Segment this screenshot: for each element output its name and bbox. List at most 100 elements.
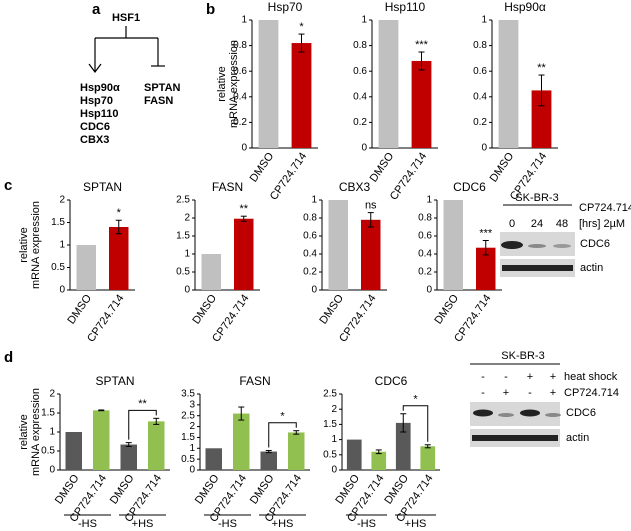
y-axis-label: relative bbox=[216, 66, 228, 101]
y-tick-label: 1.5 bbox=[181, 432, 195, 443]
connectors bbox=[88, 26, 165, 73]
bar bbox=[361, 219, 381, 290]
band-label: actin bbox=[580, 262, 603, 274]
chart-title: CBX3 bbox=[339, 180, 371, 194]
error-bar bbox=[482, 240, 489, 256]
bar bbox=[234, 218, 254, 290]
bar bbox=[531, 90, 552, 148]
band-label: actin bbox=[566, 432, 589, 444]
y-tick-label: 2 bbox=[331, 404, 337, 415]
y-tick-label: 0.8 bbox=[353, 40, 367, 51]
group-label: +HS bbox=[132, 518, 154, 530]
y-tick-label: 0.2 bbox=[233, 117, 247, 128]
y-tick-label: 1 bbox=[481, 15, 487, 26]
x-tick-label: DMSO bbox=[432, 292, 461, 326]
significance: * bbox=[413, 394, 418, 406]
y-tick-label: 0 bbox=[311, 285, 317, 296]
bar bbox=[420, 446, 436, 470]
y-tick-label: 1 bbox=[189, 443, 195, 454]
bar bbox=[291, 43, 312, 148]
significance: ** bbox=[239, 203, 248, 215]
significance: * bbox=[280, 411, 285, 423]
y-tick-label: 1.5 bbox=[41, 408, 55, 419]
lane-sign: + bbox=[550, 371, 556, 383]
error-bar bbox=[153, 417, 160, 425]
x-tick-label: DMSO bbox=[108, 472, 137, 506]
y-tick-label: 0.2 bbox=[473, 117, 487, 128]
bar bbox=[76, 245, 96, 290]
row-label: CP724.714 bbox=[564, 387, 619, 399]
y-tick-label: 1.5 bbox=[323, 419, 337, 430]
band bbox=[502, 265, 573, 271]
y-tick-label: 0.6 bbox=[233, 66, 247, 77]
significance: *** bbox=[415, 39, 429, 51]
lane-label: 24 bbox=[531, 218, 543, 230]
y-tick-label: 1 bbox=[184, 249, 190, 260]
error-bar bbox=[293, 430, 300, 435]
y-tick-label: 0.4 bbox=[353, 91, 367, 102]
chart-title: CDC6 bbox=[453, 180, 486, 194]
x-tick-label: DMSO bbox=[368, 150, 397, 184]
bar bbox=[120, 444, 137, 470]
lane-sign: - bbox=[528, 387, 532, 399]
lane-sign: + bbox=[503, 387, 509, 399]
y-tick-label: 0.5 bbox=[51, 262, 65, 273]
y-tick-label: 0.8 bbox=[473, 40, 487, 51]
chart-title: SPTAN bbox=[83, 180, 122, 194]
x-tick-label: DMSO bbox=[53, 472, 82, 506]
y-tick-label: 0 bbox=[361, 143, 367, 154]
y-tick-label: 0.6 bbox=[303, 231, 317, 242]
y-tick-label: 2 bbox=[184, 213, 190, 224]
bar bbox=[371, 451, 387, 470]
western-blot: SK-BR-3 - - + + heat shock - + - + CP724… bbox=[470, 350, 619, 447]
target: Hsp90α bbox=[80, 82, 120, 94]
y-tick-label: 0.4 bbox=[473, 91, 487, 102]
group-label: +HS bbox=[272, 518, 294, 530]
panel-label: c bbox=[4, 177, 12, 194]
bar bbox=[498, 20, 519, 148]
chart-title: CDC6 bbox=[375, 374, 408, 388]
error-bar bbox=[98, 409, 105, 412]
error-bar bbox=[367, 212, 374, 228]
y-tick-label: 3.5 bbox=[181, 389, 195, 400]
group-label: -HS bbox=[357, 518, 376, 530]
bar bbox=[395, 422, 411, 470]
lane-sign: - bbox=[504, 371, 508, 383]
band bbox=[472, 435, 558, 441]
y-tick-label: 0.2 bbox=[418, 267, 432, 278]
x-tick-label: DMSO bbox=[488, 150, 517, 184]
y-tick-label: 2.5 bbox=[323, 389, 337, 400]
y-tick-label: 2 bbox=[49, 389, 55, 400]
target: FASN bbox=[144, 95, 173, 107]
y-axis-label: mRNA expression bbox=[30, 388, 42, 476]
lane-label: 48 bbox=[556, 218, 568, 230]
bar bbox=[205, 448, 222, 470]
bar bbox=[411, 60, 432, 148]
bar bbox=[233, 413, 250, 470]
significance-bracket bbox=[402, 405, 429, 442]
y-tick-label: 0.5 bbox=[41, 446, 55, 457]
x-tick-label: DMSO bbox=[248, 150, 277, 184]
target: CDC6 bbox=[80, 121, 110, 133]
band bbox=[528, 244, 546, 248]
y-tick-label: 1 bbox=[49, 427, 55, 438]
bar bbox=[328, 200, 348, 290]
significance: ns bbox=[365, 200, 377, 212]
chart-title: SPTAN bbox=[95, 374, 134, 388]
y-axis-label: mRNA expression bbox=[228, 40, 240, 128]
unit: [hrs] 2µM bbox=[579, 218, 625, 230]
chart-title: Hsp90α bbox=[504, 0, 546, 14]
y-tick-label: 0.6 bbox=[353, 66, 367, 77]
y-tick-label: 0.8 bbox=[418, 213, 432, 224]
bar bbox=[65, 432, 82, 470]
significance: * bbox=[299, 21, 304, 33]
significance-bracket bbox=[128, 409, 157, 440]
band bbox=[501, 241, 523, 249]
significance-bracket bbox=[268, 422, 297, 448]
significance: *** bbox=[479, 227, 493, 239]
error-bar bbox=[115, 219, 122, 235]
bar bbox=[260, 451, 277, 470]
group-label: +HS bbox=[405, 518, 427, 530]
y-tick-label: 1 bbox=[426, 195, 432, 206]
